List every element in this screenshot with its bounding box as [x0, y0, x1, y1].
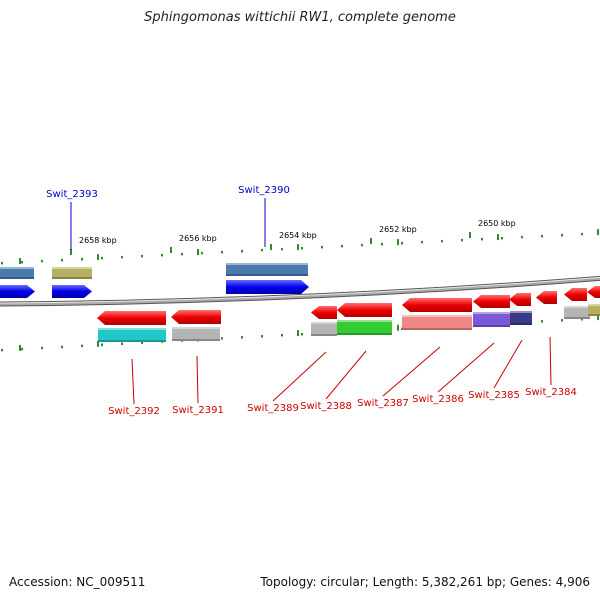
feature-band-olive	[588, 304, 600, 316]
backbone-highlight	[0, 276, 600, 304]
band-body	[98, 328, 166, 342]
gene-layer	[0, 263, 600, 342]
gene-label: Swit_2387	[357, 398, 409, 409]
gene-leader-line	[493, 339, 523, 389]
band-body	[0, 267, 34, 279]
reverse-gene-arrow	[171, 310, 221, 324]
gene-leader-line	[272, 351, 327, 402]
forward-gene-arrow	[52, 285, 92, 298]
feature-band-olive	[52, 267, 92, 279]
band-shade	[564, 317, 590, 319]
reverse-gene-arrow	[509, 293, 531, 306]
reverse-gene-arrow	[337, 303, 392, 317]
scale-label: 2654 kbp	[279, 231, 317, 240]
gene-label: Swit_2388	[300, 401, 352, 412]
reverse-gene-arrow	[473, 295, 510, 308]
band-highlight	[311, 322, 337, 324]
reverse-gene-arrow	[97, 311, 166, 325]
band-highlight	[226, 263, 308, 265]
reverse-gene-arrow	[564, 288, 587, 301]
feature-band-pink	[402, 315, 472, 330]
forward-gene-arrow	[0, 285, 35, 298]
band-shade	[510, 323, 532, 325]
backbone-layer	[0, 275, 600, 307]
scale-label: 2656 kbp	[179, 234, 217, 243]
reverse-gene-arrow	[311, 306, 337, 319]
band-body	[311, 322, 337, 336]
feature-band-steelblue	[226, 263, 308, 276]
gene-leader-line	[382, 346, 441, 397]
reverse-gene-arrow	[402, 298, 472, 312]
band-shade	[98, 340, 166, 342]
reverse-gene-arrow	[536, 291, 557, 304]
feature-band-gray	[172, 327, 220, 341]
scale-label: 2658 kbp	[79, 236, 117, 245]
band-shade	[172, 339, 220, 341]
band-highlight	[98, 328, 166, 330]
band-shade	[337, 333, 392, 335]
genome-title: Sphingomonas wittichii RW1, complete gen…	[144, 10, 456, 25]
band-body	[226, 263, 308, 276]
band-shade	[588, 314, 600, 316]
gene-leader-line	[325, 350, 367, 400]
forward-gene-arrow	[226, 280, 309, 294]
gene-leader-line	[131, 358, 135, 405]
band-highlight	[510, 311, 532, 313]
band-body	[172, 327, 220, 341]
band-shade	[0, 277, 34, 279]
band-shade	[52, 277, 92, 279]
feature-band-green	[337, 320, 392, 335]
band-highlight	[52, 267, 92, 269]
band-highlight	[564, 306, 590, 308]
scale-label: 2652 kbp	[379, 225, 417, 234]
gene-label: Swit_2385	[468, 390, 520, 401]
band-shade	[402, 328, 472, 330]
gene-leader-line	[196, 355, 199, 404]
gene-label: Swit_2390	[238, 185, 290, 196]
feature-band-steelblue	[0, 267, 34, 279]
band-highlight	[402, 315, 472, 317]
band-body	[588, 304, 600, 316]
genome-summary: Topology: circular; Length: 5,382,261 bp…	[260, 575, 590, 589]
band-highlight	[172, 327, 220, 329]
gene-leader-line	[549, 336, 552, 386]
feature-band-cyan	[98, 328, 166, 342]
band-shade	[311, 334, 337, 336]
scale-label: 2650 kbp	[478, 219, 516, 228]
backbone	[0, 276, 600, 306]
feature-band-navy	[510, 311, 532, 325]
band-body	[510, 311, 532, 325]
gene-label: Swit_2392	[108, 406, 160, 417]
gene-label: Swit_2384	[525, 387, 577, 398]
accession-label: Accession: NC_009511	[9, 575, 146, 589]
band-highlight	[588, 304, 600, 306]
band-body	[337, 320, 392, 335]
feature-band-gray	[564, 306, 590, 319]
gene-leader-line	[437, 342, 495, 393]
gene-label: Swit_2391	[172, 405, 224, 416]
gene-label: Swit_2386	[412, 394, 464, 405]
band-body	[402, 315, 472, 330]
band-shade	[473, 325, 510, 327]
band-body	[473, 312, 510, 327]
band-highlight	[337, 320, 392, 322]
gene-label: Swit_2393	[46, 189, 98, 200]
label-layer: 2658 kbp 2656 kbp 2654 kbp 2652 kbp 2650 kbp…	[46, 185, 577, 417]
gene-label: Swit_2389	[247, 403, 299, 414]
band-shade	[226, 274, 308, 276]
band-highlight	[473, 312, 510, 314]
band-body	[52, 267, 92, 279]
feature-band-purple	[473, 312, 510, 327]
band-body	[564, 306, 590, 319]
reverse-gene-arrow	[587, 286, 600, 298]
feature-band-gray	[311, 322, 337, 336]
band-highlight	[0, 267, 34, 269]
